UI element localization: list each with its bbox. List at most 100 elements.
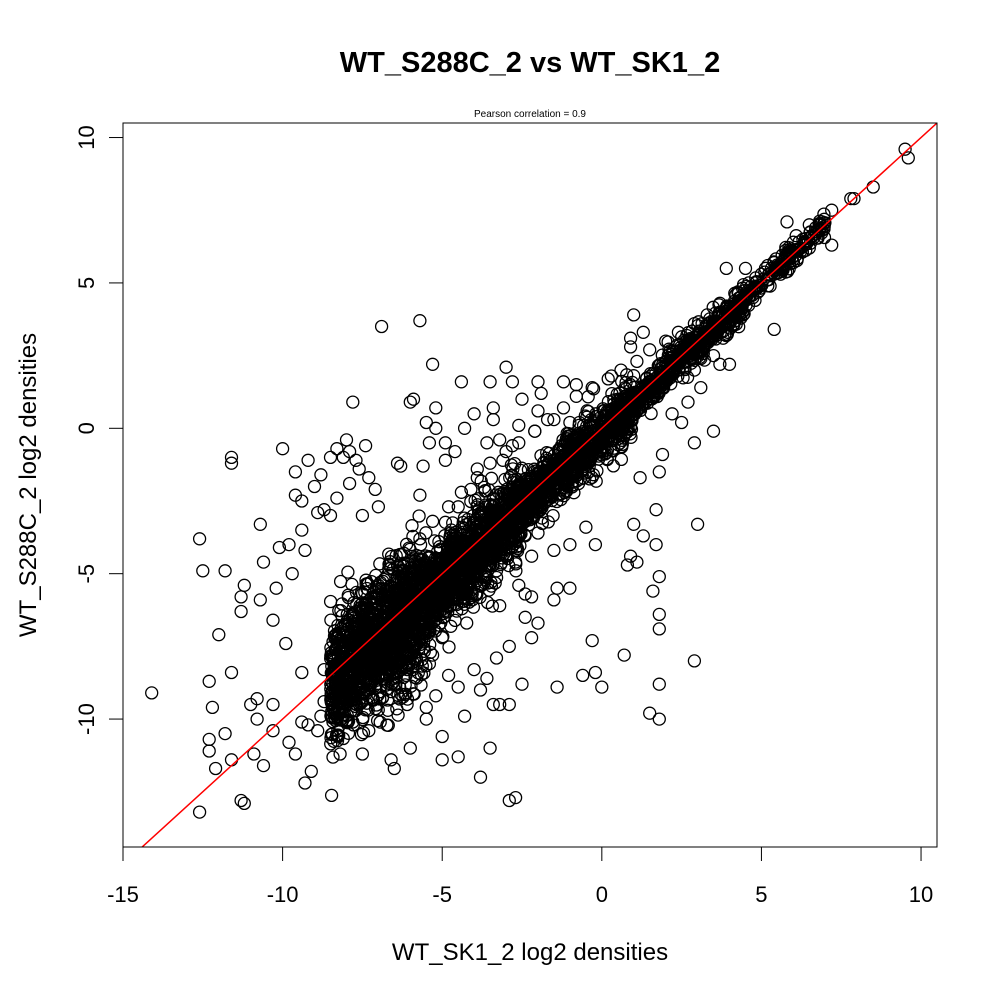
data-point [311,724,325,738]
cloud-point [591,421,605,435]
data-point [441,593,456,607]
x-tick-label: 5 [755,882,767,907]
cloud-point [364,675,378,689]
data-point [457,709,472,723]
data-point [802,218,816,232]
data-point [282,735,296,749]
data-point [381,703,395,717]
data-point [298,776,312,790]
data-point [515,677,529,691]
cloud-point [358,623,373,637]
cloud-point [346,692,360,706]
cloud-point [615,437,629,452]
data-point [285,567,299,581]
data-point [508,790,523,805]
cloud-point [629,392,644,406]
data-point [512,418,526,433]
cloud-point [373,557,387,571]
cloud-point [398,687,412,702]
data-point [208,761,223,776]
cloud-point [466,600,481,614]
data-point [633,471,647,485]
cloud-point [336,731,350,746]
data-point [773,267,788,281]
data-point [355,508,370,523]
cloud-point [340,668,354,682]
data-point [761,279,775,293]
data-point [454,485,469,499]
cloud-point [441,550,455,565]
data-point [365,668,379,683]
data-point [499,360,513,374]
data-point [301,718,315,732]
data-point [352,680,366,694]
data-point [419,700,433,715]
data-point [649,503,663,517]
data-point [275,442,290,456]
cloud-point [397,564,411,578]
cloud-point [366,692,380,706]
data-point [397,546,411,560]
data-point [470,462,484,476]
cloud-point [365,605,380,620]
cloud-point [423,637,437,652]
data-point [323,450,338,465]
cloud-point [422,657,437,671]
cloud-point [404,568,419,582]
data-point [358,439,373,453]
data-point [518,610,532,624]
data-point [425,648,440,662]
cloud-point [473,550,487,565]
data-point [304,764,318,779]
data-point [697,340,711,354]
cloud-point [385,676,400,690]
cloud-point [541,515,555,529]
data-point [413,314,427,328]
data-point [464,482,478,497]
cloud-point [356,642,371,656]
data-point [470,511,484,526]
data-point [378,657,392,671]
cloud-point [424,560,439,575]
data-point [489,564,504,578]
cloud-point [569,469,583,484]
cloud-point [586,382,601,396]
cloud-point [571,442,585,456]
data-point [224,450,239,465]
data-point [486,412,500,427]
cloud-point [329,728,344,742]
data-point [502,793,516,808]
cloud-point [615,374,629,389]
cloud-point [327,629,342,643]
data-point [508,543,523,558]
data-point [502,639,516,654]
cloud-point [482,483,496,497]
data-point [486,697,500,712]
data-point [483,456,497,470]
data-point [655,447,670,462]
data-point [556,401,571,415]
data-point [754,267,769,281]
cloud-point [354,727,369,742]
cloud-point [466,508,480,523]
data-point [748,293,762,308]
cloud-point [623,427,637,441]
cloud-point [405,663,420,677]
data-point [505,375,520,389]
data-point [266,613,280,627]
cloud-point [508,537,522,551]
y-tick-label: 0 [74,422,99,434]
data-point [196,564,210,578]
cloud-point [597,404,611,418]
data-point [716,331,730,345]
data-point [438,453,453,467]
data-point [247,747,261,761]
data-point [493,599,507,613]
data-point [563,537,577,552]
data-point [451,500,465,514]
data-point [362,683,376,697]
data-point [435,631,449,645]
data-point [601,372,615,386]
data-point [649,537,663,552]
data-point [429,421,443,435]
